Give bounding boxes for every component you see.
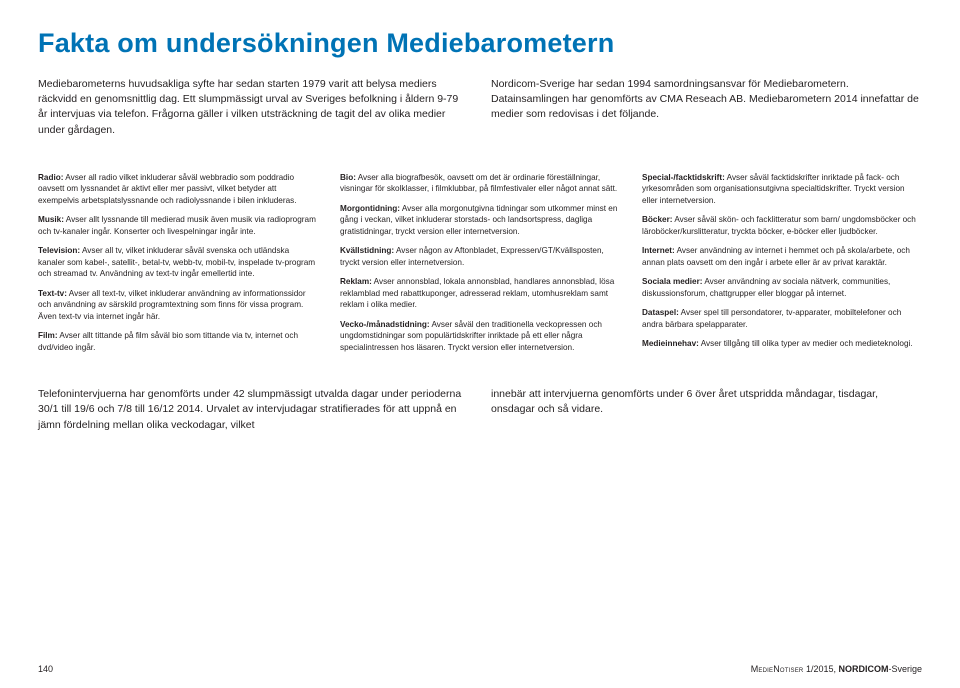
footnote-right: innebär att intervjuerna genomförts unde… [491, 387, 922, 433]
footer-issue: 1/2015, [803, 664, 838, 674]
def-vecko-manadstidning: Vecko-/månadstidning: Avser såväl den tr… [340, 319, 620, 353]
definitions: Radio: Avser all radio vilket inkluderar… [38, 172, 922, 353]
def-bocker: Böcker: Avser såväl skön- och facklitter… [642, 214, 922, 237]
page-title: Fakta om undersökningen Mediebarometern [38, 28, 922, 59]
footer-org: NORDICOM [838, 664, 888, 674]
def-special-facktidskrift: Special-/facktidskrift: Avser såväl fack… [642, 172, 922, 206]
footer-series: MedieNotiser [751, 664, 804, 674]
def-radio: Radio: Avser all radio vilket inkluderar… [38, 172, 318, 206]
footer-attribution: MedieNotiser 1/2015, NORDICOM-Sverige [751, 664, 922, 674]
page-number: 140 [38, 664, 53, 674]
intro-right: Nordicom-Sverige har sedan 1994 samordni… [491, 77, 922, 138]
footnote-row: Telefonintervjuerna har genomförts under… [38, 387, 922, 433]
intro-left: Mediebarometerns huvudsakliga syfte har … [38, 77, 469, 138]
defs-col-1: Radio: Avser all radio vilket inkluderar… [38, 172, 318, 353]
intro-row: Mediebarometerns huvudsakliga syfte har … [38, 77, 922, 138]
footnote-left: Telefonintervjuerna har genomförts under… [38, 387, 469, 433]
def-reklam: Reklam: Avser annonsblad, lokala annonsb… [340, 276, 620, 310]
def-internet: Internet: Avser användning av internet i… [642, 245, 922, 268]
defs-col-2: Bio: Avser alla biografbesök, oavsett om… [340, 172, 620, 353]
footer-org-suffix: -Sverige [888, 664, 922, 674]
def-film: Film: Avser allt tittande på film såväl … [38, 330, 318, 353]
def-television: Television: Avser all tv, vilket inklude… [38, 245, 318, 279]
def-bio: Bio: Avser alla biografbesök, oavsett om… [340, 172, 620, 195]
defs-col-3: Special-/facktidskrift: Avser såväl fack… [642, 172, 922, 353]
def-sociala-medier: Sociala medier: Avser användning av soci… [642, 276, 922, 299]
def-text-tv: Text-tv: Avser all text-tv, vilket inklu… [38, 288, 318, 322]
def-kvallstidning: Kvällstidning: Avser någon av Aftonblade… [340, 245, 620, 268]
page-footer: 140 MedieNotiser 1/2015, NORDICOM-Sverig… [38, 664, 922, 674]
def-musik: Musik: Avser allt lyssnande till mediera… [38, 214, 318, 237]
def-morgontidning: Morgontidning: Avser alla morgonutgivna … [340, 203, 620, 237]
def-dataspel: Dataspel: Avser spel till persondatorer,… [642, 307, 922, 330]
def-medieinnehav: Medieinnehav: Avser tillgång till olika … [642, 338, 922, 349]
